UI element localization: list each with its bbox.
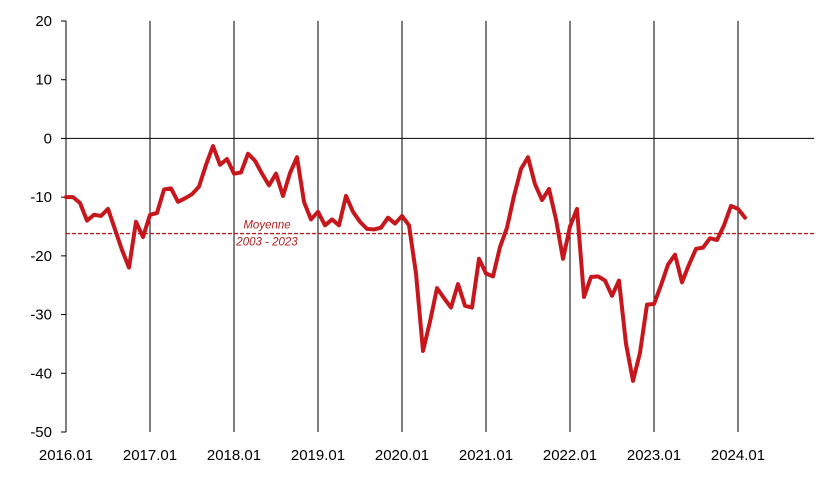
y-axis-ticks: 20 10 0 -10 -20 -30 -40 -50 <box>30 13 66 441</box>
y-tick-label: 10 <box>35 72 52 89</box>
x-tick-label: 2017.01 <box>123 447 177 464</box>
y-tick-label: -50 <box>30 424 52 441</box>
series-points <box>65 146 746 381</box>
x-tick-label: 2018.01 <box>207 447 261 464</box>
year-gridlines <box>149 21 739 432</box>
average-label-line1: Moyenne <box>243 220 290 232</box>
series-line <box>64 144 747 383</box>
y-tick-label: -20 <box>30 248 52 265</box>
y-tick-label: 20 <box>35 13 52 30</box>
x-tick-label: 2021.01 <box>459 447 513 464</box>
x-axis-ticks: 2016.01 2017.01 2018.01 2019.01 2020.01 2021.… <box>39 447 765 464</box>
y-tick-label: 0 <box>44 130 52 147</box>
y-tick-label: -40 <box>30 365 52 382</box>
y-tick-label: -30 <box>30 307 52 324</box>
x-tick-label: 2016.01 <box>39 447 93 464</box>
average-label-line2: 2003 - 2023 <box>235 237 298 249</box>
x-tick-label: 2023.01 <box>627 447 681 464</box>
x-tick-label: 2020.01 <box>375 447 429 464</box>
y-tick-label: -10 <box>30 189 52 206</box>
x-tick-label: 2024.01 <box>711 447 765 464</box>
x-tick-label: 2022.01 <box>543 447 597 464</box>
x-tick-label: 2019.01 <box>291 447 345 464</box>
